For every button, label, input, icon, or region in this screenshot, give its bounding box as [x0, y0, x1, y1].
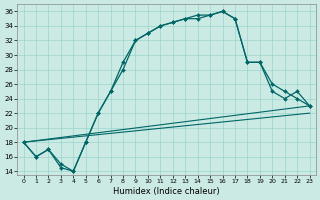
X-axis label: Humidex (Indice chaleur): Humidex (Indice chaleur) [113, 187, 220, 196]
